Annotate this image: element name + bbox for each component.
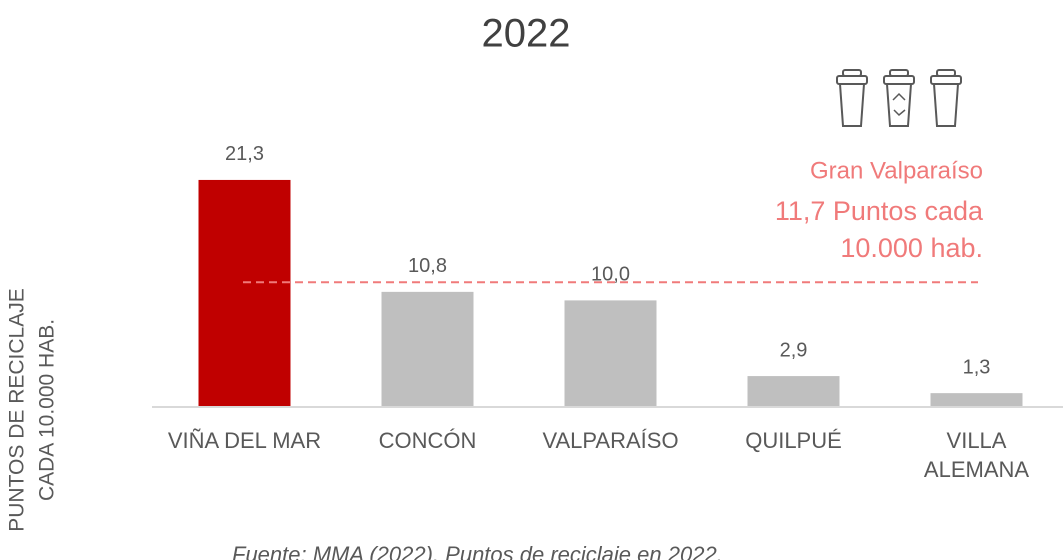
x-tick-label: QUILPUÉ <box>745 428 842 453</box>
bar <box>381 291 474 407</box>
reference-label: 11,7 Puntos cada <box>775 196 984 226</box>
value-label: 10,0 <box>591 264 630 286</box>
bar <box>564 300 657 407</box>
trash-icons <box>836 69 962 127</box>
x-tick-label: ALEMANA <box>924 457 1029 482</box>
y-axis-label: CADA 10.000 HAB. <box>36 319 59 501</box>
bar <box>747 376 840 407</box>
x-tick-label: VALPARAÍSO <box>542 428 678 453</box>
bar <box>198 179 291 407</box>
value-label: 10,8 <box>408 255 447 277</box>
value-label: 21,3 <box>225 143 264 165</box>
x-tick-label: VIÑA DEL MAR <box>168 428 321 453</box>
value-label: 2,9 <box>780 339 808 361</box>
value-label: 1,3 <box>963 356 991 378</box>
y-axis-label: PUNTOS DE RECICLAJE <box>6 288 29 532</box>
bar <box>930 393 1023 407</box>
reference-label: 10.000 hab. <box>840 233 983 263</box>
chart-title: 2022 <box>482 12 571 56</box>
x-tick-label: CONCÓN <box>379 428 477 453</box>
x-tick-label: VILLA <box>947 428 1007 453</box>
reference-label: Gran Valparaíso <box>810 157 983 184</box>
source: Fuente: MMA (2022). Puntos de reciclaje … <box>232 542 723 560</box>
